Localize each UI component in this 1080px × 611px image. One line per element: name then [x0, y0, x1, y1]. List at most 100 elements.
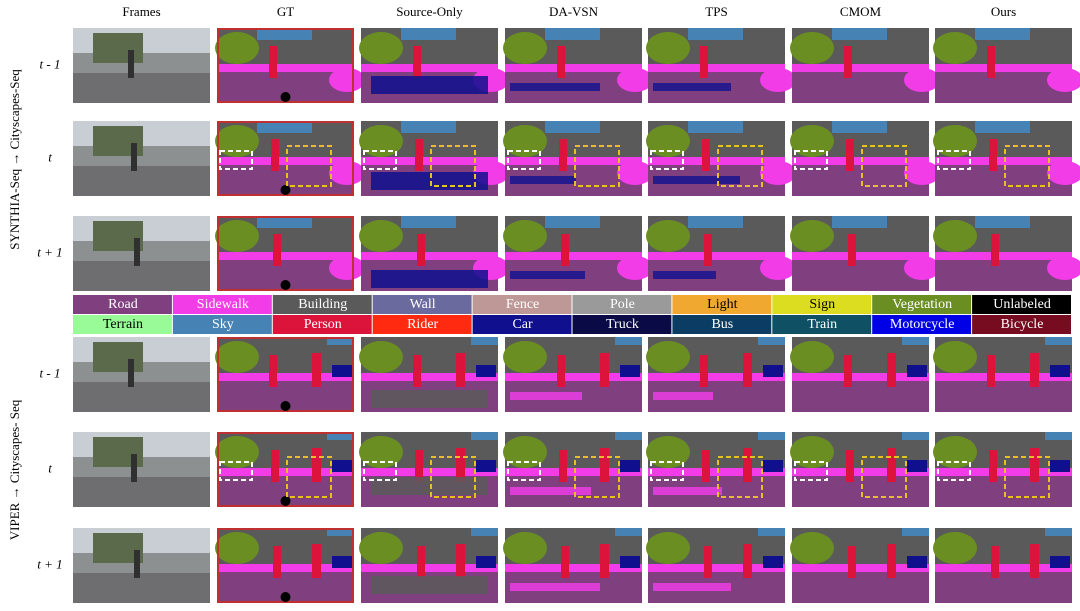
- legend-label: Sign: [809, 297, 835, 312]
- seg-sidewalk: [935, 252, 1072, 260]
- seg-person: [271, 450, 279, 482]
- seg-car: [476, 365, 496, 377]
- seg-person: [887, 353, 896, 387]
- seg-sidewalk-right: [617, 161, 653, 185]
- seg-vegetation: [215, 436, 259, 468]
- legend-label: Fence: [506, 297, 539, 312]
- seg-sidewalk-right: [1047, 161, 1080, 185]
- seg-sidewalk: [361, 157, 498, 165]
- highlight-box: [574, 145, 620, 187]
- seg-car: [476, 460, 496, 472]
- seg-sidewalk: [792, 157, 929, 165]
- seg-vegetation: [933, 32, 977, 64]
- result-cell: [790, 216, 940, 291]
- seg-sky: [902, 432, 929, 440]
- seg-sidewalk: [648, 468, 785, 476]
- seg-person: [273, 234, 281, 266]
- result-cell: [215, 528, 354, 603]
- result-cell: [73, 216, 210, 291]
- seg-car: [907, 556, 927, 568]
- photo-road: [73, 261, 210, 291]
- seg-sky: [615, 432, 642, 440]
- column-header: GT: [277, 4, 294, 19]
- seg-person: [846, 139, 854, 171]
- result-cell: [933, 337, 1072, 412]
- seg-person: [600, 448, 609, 482]
- highlight-box: [1004, 456, 1050, 498]
- highlight-box: [650, 150, 684, 170]
- seg-person: [743, 448, 752, 482]
- legend-label: Truck: [606, 317, 639, 332]
- seg-person: [456, 544, 465, 578]
- ego-car: [280, 280, 291, 290]
- seg-vegetation: [359, 341, 403, 373]
- seg-vegetation: [503, 125, 547, 157]
- seg-error: [653, 271, 716, 279]
- seg-car: [763, 365, 783, 377]
- seg-sky: [902, 337, 929, 345]
- legend-label: Light: [707, 297, 737, 312]
- seg-error: [510, 176, 576, 184]
- seg-person: [415, 450, 423, 482]
- seg-road: [935, 570, 1072, 603]
- seg-person: [846, 450, 854, 482]
- result-cell: [503, 528, 642, 603]
- result-cell: [933, 216, 1080, 291]
- seg-person: [413, 46, 421, 78]
- seg-sky: [1045, 432, 1072, 440]
- photo-road: [73, 573, 210, 603]
- column-header: Source-Only: [396, 4, 463, 19]
- seg-car: [620, 556, 640, 568]
- seg-car: [1050, 556, 1070, 568]
- highlight-box: [794, 461, 828, 481]
- seg-car: [763, 460, 783, 472]
- row-label: t: [48, 149, 52, 164]
- seg-person: [600, 544, 609, 578]
- result-cell: [503, 337, 642, 412]
- seg-sky: [902, 528, 929, 536]
- seg-person: [991, 546, 999, 578]
- photo-person: [131, 454, 137, 482]
- highlight-box: [430, 456, 476, 498]
- seg-sky: [471, 432, 498, 440]
- legend-label: Wall: [410, 297, 436, 312]
- seg-vegetation: [359, 532, 403, 564]
- seg-vegetation: [215, 341, 259, 373]
- legend-swatch: [272, 295, 372, 314]
- seg-sidewalk: [648, 252, 785, 260]
- seg-sky: [1045, 528, 1072, 536]
- seg-vegetation: [646, 220, 690, 252]
- seg-sidewalk: [935, 564, 1072, 572]
- seg-person: [987, 355, 995, 387]
- photo-trees: [93, 33, 143, 63]
- result-cell: [790, 432, 929, 507]
- seg-sidewalk-right: [1047, 256, 1080, 280]
- seg-error: [653, 583, 731, 591]
- seg-sidewalk: [792, 64, 929, 72]
- seg-sidewalk-right: [617, 68, 653, 92]
- result-cell: [215, 337, 354, 412]
- seg-person: [417, 234, 425, 266]
- section-label: VIPER → Cityscapes- Seq: [7, 399, 22, 540]
- seg-error: [510, 583, 600, 591]
- column-header: TPS: [705, 4, 727, 19]
- seg-person: [743, 353, 752, 387]
- seg-sky: [257, 216, 312, 228]
- result-cell: [503, 432, 642, 507]
- result-cell: [646, 216, 796, 291]
- seg-person: [1030, 448, 1039, 482]
- legend-swatch: [272, 315, 372, 334]
- seg-vegetation: [359, 220, 403, 252]
- seg-car: [1050, 460, 1070, 472]
- photo-person: [128, 50, 134, 78]
- result-cell: [790, 528, 929, 603]
- result-cell: [646, 121, 796, 196]
- result-cell: [359, 28, 509, 103]
- seg-car: [332, 556, 352, 568]
- seg-sidewalk: [361, 64, 498, 72]
- seg-sky: [832, 121, 887, 133]
- seg-person: [557, 355, 565, 387]
- seg-vegetation: [503, 32, 547, 64]
- legend-swatch: [972, 315, 1071, 334]
- seg-vegetation: [646, 436, 690, 468]
